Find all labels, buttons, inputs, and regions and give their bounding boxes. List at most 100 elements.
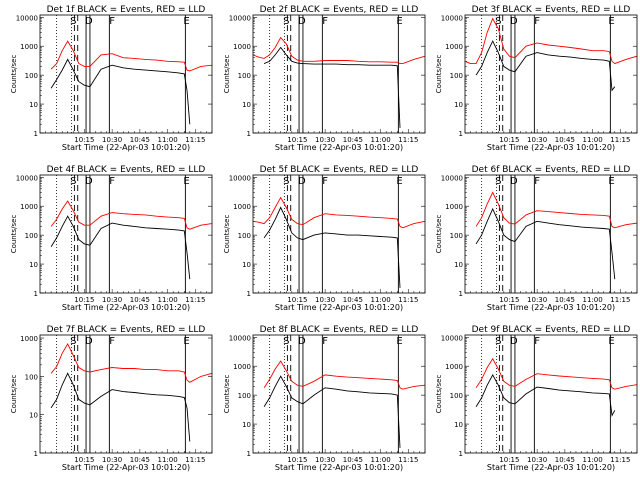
marker-label: D xyxy=(85,16,93,27)
y-tick-label: 1 xyxy=(459,290,463,298)
x-tick-label: 10:15 xyxy=(74,456,94,464)
x-tick-label: 11:00 xyxy=(158,456,178,464)
y-tick-label: 1000 xyxy=(233,43,251,51)
y-tick-label: 100 xyxy=(25,232,38,240)
x-tick-label: 10:15 xyxy=(499,136,519,144)
x-tick-label: 10:15 xyxy=(74,296,94,304)
y-axis-label: Counts/sec xyxy=(223,375,231,414)
marker-label: S xyxy=(495,16,501,27)
chart-title: Det 5f BLACK = Events, RED = LLD xyxy=(260,165,419,175)
chart-title: Det 9f BLACK = Events, RED = LLD xyxy=(472,325,631,335)
x-tick-label: 11:00 xyxy=(371,136,391,144)
events-series-line xyxy=(50,58,191,125)
x-axis-label: Start Time (22-Apr-03 10:01:20) xyxy=(62,143,190,152)
events-series-line xyxy=(263,46,401,128)
marker-label: D xyxy=(298,176,306,187)
marker-label: D xyxy=(510,16,518,27)
y-tick-label: 1000 xyxy=(20,43,38,51)
y-tick-label: 1 xyxy=(34,450,38,458)
marker-label: E xyxy=(183,176,189,187)
y-tick-label: 1000 xyxy=(233,363,251,371)
marker-label: S xyxy=(70,16,76,27)
x-tick-label: 11:15 xyxy=(398,296,418,304)
y-tick-label: 10 xyxy=(29,261,38,269)
chart-title: Det 3f BLACK = Events, RED = LLD xyxy=(472,5,631,15)
y-tick-label: 10000 xyxy=(229,334,251,342)
marker-label: D xyxy=(510,176,518,187)
marker-label: F xyxy=(534,336,540,347)
events-series-line xyxy=(475,373,616,417)
chart-title: Det 4f BLACK = Events, RED = LLD xyxy=(47,165,206,175)
x-tick-label: 11:15 xyxy=(185,296,205,304)
y-tick-label: 1 xyxy=(459,130,463,138)
marker-label: F xyxy=(534,16,540,27)
y-tick-label: 10 xyxy=(454,101,463,109)
events-series-line xyxy=(475,40,616,92)
chart-panel: Det 3f BLACK = Events, RED = LLD 1 10 100 10… xyxy=(435,5,638,152)
plot-frame xyxy=(464,14,638,134)
y-tick-label: 10000 xyxy=(229,174,251,182)
marker-label: D xyxy=(298,16,306,27)
marker-label: F xyxy=(109,176,115,187)
y-axis-label: Counts/sec xyxy=(223,55,231,94)
marker-label: D xyxy=(85,336,93,347)
x-tick-label: 11:15 xyxy=(610,456,630,464)
y-tick-label: 10 xyxy=(242,261,251,269)
lld-series-line xyxy=(263,360,426,390)
plot-frame xyxy=(39,174,213,294)
y-tick-label: 10000 xyxy=(441,334,463,342)
marker-label: S xyxy=(70,176,76,187)
x-axis-label: Start Time (22-Apr-03 10:01:20) xyxy=(487,303,615,312)
chart-panel: Det 8f BLACK = Events, RED = LLD 1 10 100 10… xyxy=(223,325,426,472)
y-tick-label: 10000 xyxy=(441,174,463,182)
y-tick-label: 100 xyxy=(238,392,251,400)
x-tick-label: 11:00 xyxy=(583,456,603,464)
lld-series-line xyxy=(464,17,638,65)
marker-label: S xyxy=(70,336,76,347)
y-tick-label: 10000 xyxy=(441,14,463,22)
marker-label: F xyxy=(322,336,328,347)
x-tick-label: 10:15 xyxy=(499,296,519,304)
plot-frame xyxy=(39,14,213,134)
marker-label: E xyxy=(396,176,402,187)
x-axis-label: Start Time (22-Apr-03 10:01:20) xyxy=(275,463,403,472)
lld-series-line xyxy=(252,196,426,229)
chart-panel: Det 7f BLACK = Events, RED = LLD 1 10 100 10… xyxy=(10,325,213,472)
events-series-line xyxy=(50,372,191,442)
chart-title: Det 8f BLACK = Events, RED = LLD xyxy=(260,325,419,335)
marker-label: F xyxy=(322,16,328,27)
marker-label: E xyxy=(396,336,402,347)
plot-frame xyxy=(464,334,638,454)
y-tick-label: 1000 xyxy=(20,203,38,211)
x-tick-label: 10:45 xyxy=(343,136,363,144)
y-tick-label: 10000 xyxy=(16,14,38,22)
y-tick-label: 100 xyxy=(238,232,251,240)
x-tick-label: 10:30 xyxy=(315,136,335,144)
chart-title: Det 2f BLACK = Events, RED = LLD xyxy=(260,5,419,15)
y-tick-label: 100 xyxy=(450,392,463,400)
y-tick-label: 1000 xyxy=(233,203,251,211)
x-tick-label: 10:30 xyxy=(315,296,335,304)
x-tick-label: 10:45 xyxy=(130,456,150,464)
x-tick-label: 10:15 xyxy=(499,456,519,464)
y-axis-label: Counts/sec xyxy=(435,215,443,254)
x-tick-label: 11:15 xyxy=(185,136,205,144)
x-tick-label: 10:45 xyxy=(130,136,150,144)
y-tick-label: 1000 xyxy=(445,203,463,211)
lld-series-line xyxy=(475,191,638,229)
x-tick-label: 10:30 xyxy=(527,456,547,464)
marker-label: E xyxy=(608,16,614,27)
lld-series-line xyxy=(252,36,426,65)
lld-series-line xyxy=(50,200,213,230)
y-tick-label: 10000 xyxy=(229,14,251,22)
x-tick-label: 10:30 xyxy=(527,136,547,144)
y-tick-label: 100 xyxy=(450,232,463,240)
marker-label: E xyxy=(396,16,402,27)
marker-label: S xyxy=(283,336,289,347)
marker-label: F xyxy=(109,16,115,27)
events-series-line xyxy=(50,215,191,280)
y-tick-label: 10 xyxy=(454,421,463,429)
marker-label: F xyxy=(109,336,115,347)
y-tick-label: 1 xyxy=(247,450,251,458)
chart-panel: Det 6f BLACK = Events, RED = LLD 1 10 100 10… xyxy=(435,165,638,312)
